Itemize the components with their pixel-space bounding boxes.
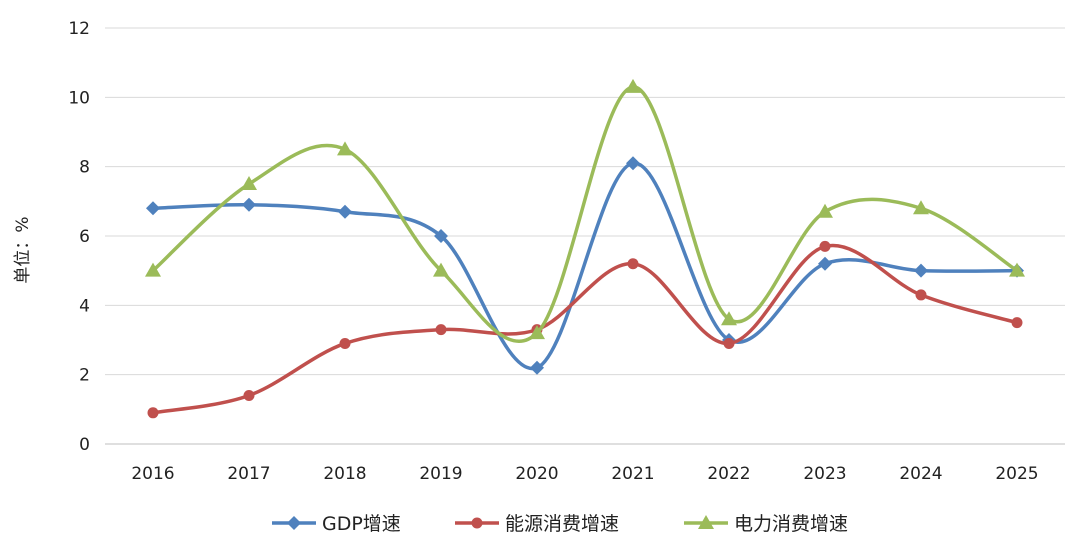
y-tick-label: 8 xyxy=(79,158,90,178)
y-tick-label: 2 xyxy=(79,366,90,386)
legend-marker xyxy=(287,516,301,530)
data-point xyxy=(625,78,641,93)
y-tick-label: 12 xyxy=(68,19,90,39)
data-point xyxy=(146,201,160,216)
data-point xyxy=(433,262,449,277)
x-tick-label: 2024 xyxy=(899,464,942,484)
data-point xyxy=(721,311,737,326)
legend-entry: 电力消费增速 xyxy=(684,513,848,535)
x-tick-label: 2025 xyxy=(995,464,1038,484)
series-1 xyxy=(146,156,1024,375)
data-point xyxy=(147,407,159,419)
data-point xyxy=(817,203,833,218)
x-tick-label: 2021 xyxy=(611,464,654,484)
legend-marker xyxy=(698,515,714,529)
data-point xyxy=(627,258,639,270)
legend: GDP增速 能源消费增速 电力消费增速 xyxy=(272,513,848,535)
legend-entry: 能源消费增速 xyxy=(455,513,619,535)
y-tick-label: 6 xyxy=(79,227,90,247)
data-point xyxy=(915,289,927,301)
gridlines xyxy=(105,27,1065,445)
legend-label: 能源消费增速 xyxy=(505,513,619,535)
series-group xyxy=(145,78,1025,419)
x-axis-ticks: 2016 2017 2018 2019 2020 2021 2022 2023 2024 2025 xyxy=(131,464,1038,484)
data-point xyxy=(435,324,447,336)
x-tick-label: 2016 xyxy=(131,464,174,484)
data-point xyxy=(914,263,928,278)
data-point xyxy=(1009,262,1025,277)
series-2 xyxy=(147,240,1023,419)
series-line xyxy=(151,243,1019,415)
data-point xyxy=(723,337,735,349)
data-point xyxy=(337,141,353,156)
y-tick-label: 0 xyxy=(79,435,90,455)
data-point xyxy=(913,200,929,215)
x-tick-label: 2020 xyxy=(515,464,558,484)
x-tick-label: 2019 xyxy=(419,464,462,484)
data-point xyxy=(241,176,257,190)
legend-label: GDP增速 xyxy=(322,513,401,535)
x-tick-label: 2023 xyxy=(803,464,846,484)
legend-entry: GDP增速 xyxy=(272,513,401,535)
data-point xyxy=(145,262,161,277)
data-point xyxy=(819,240,831,252)
series-3 xyxy=(145,78,1025,343)
data-point xyxy=(434,229,448,243)
series-line xyxy=(151,161,1019,371)
data-point xyxy=(242,197,256,212)
y-axis-ticks: 0 2 4 6 8 10 12 xyxy=(68,19,90,455)
x-tick-label: 2017 xyxy=(227,464,270,484)
x-tick-label: 2018 xyxy=(323,464,366,484)
y-tick-label: 4 xyxy=(79,296,90,316)
data-point xyxy=(529,325,545,340)
y-axis-label: 单位：% xyxy=(13,216,33,283)
x-tick-label: 2022 xyxy=(707,464,750,484)
series-line xyxy=(151,85,1019,343)
legend-label: 电力消费增速 xyxy=(734,513,848,535)
data-point xyxy=(818,256,832,271)
data-point xyxy=(530,360,544,375)
legend-marker xyxy=(471,517,483,529)
y-tick-label: 10 xyxy=(68,88,90,108)
data-point xyxy=(338,204,352,219)
data-point xyxy=(1011,317,1023,329)
data-point xyxy=(339,337,351,349)
data-point xyxy=(626,156,640,171)
data-point xyxy=(243,389,255,401)
